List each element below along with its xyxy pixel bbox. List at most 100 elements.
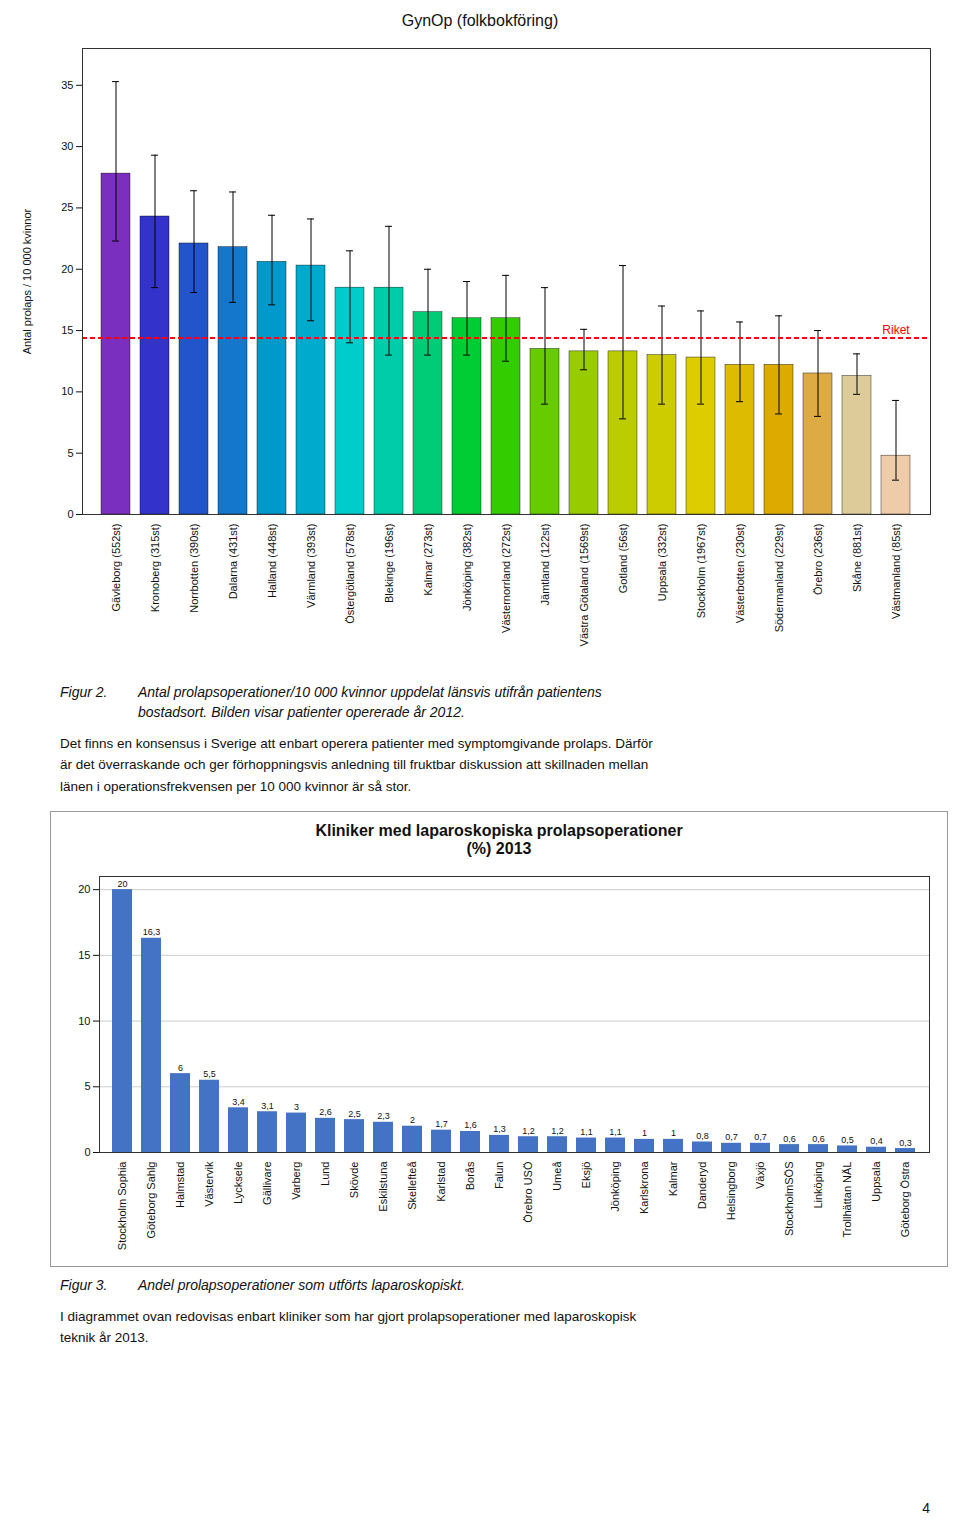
svg-text:3,4: 3,4 bbox=[232, 1097, 245, 1107]
svg-text:Västra Götaland (1569st): Västra Götaland (1569st) bbox=[578, 524, 590, 647]
svg-text:0,8: 0,8 bbox=[696, 1131, 709, 1141]
svg-text:Jönköping (382st): Jönköping (382st) bbox=[461, 524, 473, 611]
svg-text:Örebro USÖ: Örebro USÖ bbox=[522, 1161, 534, 1223]
svg-text:3,1: 3,1 bbox=[261, 1101, 274, 1111]
svg-text:Halmstad: Halmstad bbox=[174, 1162, 186, 1208]
svg-text:5,5: 5,5 bbox=[203, 1070, 216, 1080]
svg-text:Dalarna (431st): Dalarna (431st) bbox=[227, 524, 239, 600]
svg-text:Skellefteå: Skellefteå bbox=[406, 1161, 418, 1210]
svg-text:1: 1 bbox=[642, 1129, 647, 1139]
svg-text:0,7: 0,7 bbox=[754, 1133, 767, 1143]
svg-text:Västernorrland (272st): Västernorrland (272st) bbox=[500, 524, 512, 633]
svg-text:1,2: 1,2 bbox=[522, 1126, 535, 1136]
svg-text:Örebro (236st): Örebro (236st) bbox=[812, 524, 824, 596]
svg-text:20: 20 bbox=[117, 879, 127, 889]
svg-text:Blekinge (196st): Blekinge (196st) bbox=[383, 524, 395, 604]
svg-text:Västmanland (85st): Västmanland (85st) bbox=[890, 524, 902, 619]
svg-text:Västerbotten (230st): Västerbotten (230st) bbox=[734, 524, 746, 624]
svg-text:10: 10 bbox=[61, 385, 73, 397]
svg-text:Borås: Borås bbox=[464, 1161, 476, 1190]
html-text:Kliniker med laparoskopiska pr: Kliniker med laparoskopiska prolapsopera… bbox=[315, 822, 683, 858]
html-text:Figur 2.: Figur 2. bbox=[60, 684, 108, 700]
svg-text:Varberg: Varberg bbox=[290, 1162, 302, 1200]
svg-text:Växjö: Växjö bbox=[754, 1162, 766, 1190]
svg-text:6: 6 bbox=[178, 1063, 183, 1073]
svg-text:Eksjö: Eksjö bbox=[580, 1162, 592, 1189]
svg-text:Karlstad: Karlstad bbox=[435, 1162, 447, 1202]
svg-text:Helsingborg: Helsingborg bbox=[725, 1162, 737, 1221]
svg-text:Norrbotten (390st): Norrbotten (390st) bbox=[188, 524, 200, 613]
svg-text:2,6: 2,6 bbox=[319, 1108, 332, 1118]
svg-text:Stockholm (1967st): Stockholm (1967st) bbox=[695, 524, 707, 619]
svg-text:1,1: 1,1 bbox=[609, 1127, 622, 1137]
svg-text:Göteborg Sahlg: Göteborg Sahlg bbox=[145, 1162, 157, 1239]
svg-text:Gällivare: Gällivare bbox=[261, 1162, 273, 1205]
svg-text:Kalmar: Kalmar bbox=[667, 1162, 679, 1197]
svg-text:Eskilstuna: Eskilstuna bbox=[377, 1161, 389, 1212]
svg-text:25: 25 bbox=[61, 201, 73, 213]
svg-text:30: 30 bbox=[61, 140, 73, 152]
svg-text:0: 0 bbox=[84, 1146, 90, 1158]
svg-text:Trollhättan NÄL: Trollhättan NÄL bbox=[841, 1162, 853, 1238]
svg-text:35: 35 bbox=[61, 79, 73, 91]
svg-text:10: 10 bbox=[78, 1015, 90, 1027]
html-text:Det finns en konsensus i Sveri: Det finns en konsensus i Sverige att enb… bbox=[60, 735, 653, 751]
svg-text:Jönköping: Jönköping bbox=[609, 1162, 621, 1212]
svg-text:StockholmSÖS: StockholmSÖS bbox=[783, 1162, 795, 1237]
html-text:Figur 3.: Figur 3. bbox=[60, 1277, 108, 1294]
svg-text:Kalmar (273st): Kalmar (273st) bbox=[422, 524, 434, 596]
svg-text:Värmland (393st): Värmland (393st) bbox=[305, 524, 317, 608]
svg-text:1,1: 1,1 bbox=[580, 1127, 593, 1137]
svg-text:Uppsala: Uppsala bbox=[870, 1161, 882, 1202]
svg-text:Gotland (56st): Gotland (56st) bbox=[617, 524, 629, 594]
html-text:Antal prolapsoperationer/10 00: Antal prolapsoperationer/10 000 kvinnor … bbox=[138, 684, 602, 721]
svg-text:2: 2 bbox=[410, 1116, 415, 1126]
svg-text:Skåne (881st): Skåne (881st) bbox=[851, 524, 863, 592]
svg-text:20: 20 bbox=[61, 263, 73, 275]
svg-text:0: 0 bbox=[67, 508, 73, 520]
html-text:GynOp (folkbokföring): GynOp (folkbokföring) bbox=[401, 12, 559, 29]
svg-text:Umeå: Umeå bbox=[551, 1161, 563, 1191]
svg-text:0,5: 0,5 bbox=[841, 1135, 854, 1145]
svg-text:0,7: 0,7 bbox=[725, 1133, 738, 1143]
svg-text:Uppsala (332st): Uppsala (332st) bbox=[656, 524, 668, 602]
svg-text:Göteborg Östra: Göteborg Östra bbox=[899, 1161, 911, 1238]
svg-text:Västervik: Västervik bbox=[203, 1161, 215, 1207]
svg-text:Antal prolaps / 10 000 kvinnor: Antal prolaps / 10 000 kvinnor bbox=[21, 208, 33, 354]
svg-text:0,3: 0,3 bbox=[899, 1138, 912, 1148]
svg-text:Stockholm Sophia: Stockholm Sophia bbox=[116, 1161, 128, 1251]
svg-text:Kronoberg (315st): Kronoberg (315st) bbox=[149, 524, 161, 613]
svg-text:1,6: 1,6 bbox=[464, 1121, 477, 1131]
svg-text:0,4: 0,4 bbox=[870, 1137, 883, 1147]
svg-text:Lund: Lund bbox=[319, 1162, 331, 1186]
html-text:Andel prolapsoperationer som u: Andel prolapsoperationer som utförts lap… bbox=[138, 1277, 465, 1294]
svg-text:1,7: 1,7 bbox=[435, 1120, 448, 1130]
svg-text:Danderyd: Danderyd bbox=[696, 1162, 708, 1210]
svg-text:15: 15 bbox=[78, 949, 90, 961]
svg-text:Jämtland (122st): Jämtland (122st) bbox=[539, 524, 551, 606]
svg-text:5: 5 bbox=[67, 447, 73, 459]
svg-text:20: 20 bbox=[78, 884, 90, 896]
svg-text:0,6: 0,6 bbox=[783, 1134, 796, 1144]
svg-text:Gävleborg (552st): Gävleborg (552st) bbox=[110, 524, 122, 612]
svg-text:2,5: 2,5 bbox=[348, 1109, 361, 1119]
svg-text:Halland (448st): Halland (448st) bbox=[266, 524, 278, 599]
svg-text:3: 3 bbox=[294, 1102, 299, 1112]
svg-text:1,3: 1,3 bbox=[493, 1125, 506, 1135]
svg-text:1: 1 bbox=[671, 1129, 676, 1139]
svg-text:5: 5 bbox=[84, 1081, 90, 1093]
svg-text:2,3: 2,3 bbox=[377, 1112, 390, 1122]
svg-text:16,3: 16,3 bbox=[143, 928, 161, 938]
svg-text:Skövde: Skövde bbox=[348, 1162, 360, 1199]
svg-text:Södermanland (229st): Södermanland (229st) bbox=[773, 524, 785, 633]
svg-text:Falun: Falun bbox=[493, 1162, 505, 1190]
svg-text:Riket: Riket bbox=[882, 323, 910, 337]
svg-text:Linköping: Linköping bbox=[812, 1162, 824, 1209]
svg-text:15: 15 bbox=[61, 324, 73, 336]
svg-text:Lycksele: Lycksele bbox=[232, 1162, 244, 1204]
svg-text:Östergötland (578st): Östergötland (578st) bbox=[344, 524, 356, 624]
svg-text:1,2: 1,2 bbox=[551, 1126, 564, 1136]
html-text:är det överraskande och ger fö: är det överraskande och ger förhoppnings… bbox=[60, 757, 649, 773]
svg-text:0,6: 0,6 bbox=[812, 1134, 825, 1144]
svg-text:Karlskrona: Karlskrona bbox=[638, 1161, 650, 1214]
